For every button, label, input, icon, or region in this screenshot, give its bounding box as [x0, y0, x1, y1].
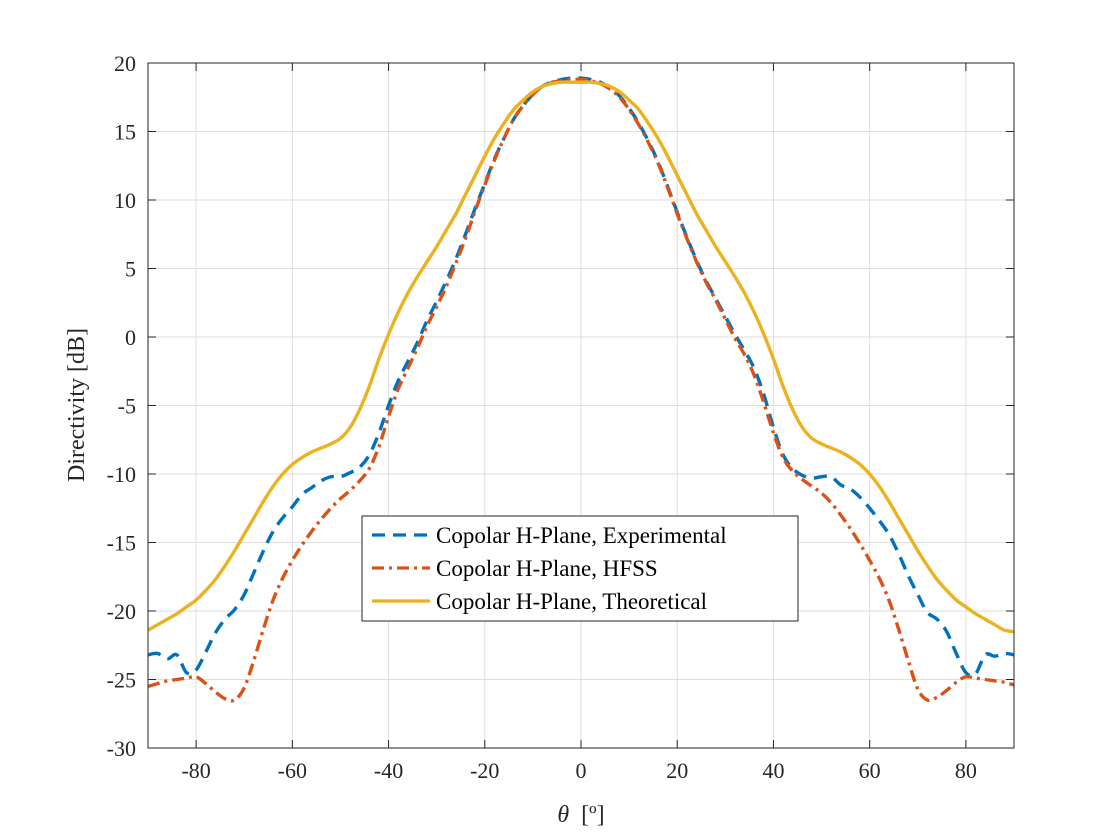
legend-label-theoretical: Copolar H-Plane, Theoretical: [436, 589, 707, 614]
y-tick-label: -20: [107, 599, 136, 624]
y-axis-label: Directivity [dB]: [64, 328, 90, 482]
y-tick-label: 20: [114, 51, 136, 76]
x-tick-label: -20: [470, 758, 499, 783]
x-tick-label: 80: [955, 758, 977, 783]
x-tick-label: 0: [576, 758, 587, 783]
y-tick-label: -15: [107, 531, 136, 556]
series-line-copolar-h-plane-hfss: [148, 77, 1014, 703]
x-axis-label: θ [º]: [557, 802, 604, 828]
y-tick-label: -5: [118, 394, 136, 419]
x-axis-ticks: -80 -60 -40 -20 0 20 40 60 80: [181, 63, 977, 783]
x-tick-label: -60: [278, 758, 307, 783]
x-tick-label: 20: [666, 758, 688, 783]
x-axis-label-unit: [º]: [581, 802, 604, 828]
y-tick-label: 0: [125, 325, 136, 350]
x-tick-label: -80: [181, 758, 210, 783]
x-tick-label: -40: [374, 758, 403, 783]
y-axis-ticks: 20 15 10 5 0 -5 -10 -15 -20 -25 -30: [107, 51, 1014, 761]
x-tick-label: 40: [762, 758, 784, 783]
legend-box: [361, 515, 799, 622]
x-axis-label-symbol: θ: [557, 802, 569, 828]
y-tick-label: -30: [107, 736, 136, 761]
y-tick-label: 15: [114, 120, 136, 145]
x-tick-label: 60: [859, 758, 881, 783]
y-tick-label: -25: [107, 668, 136, 693]
y-tick-label: 5: [125, 257, 136, 282]
y-tick-label: -10: [107, 462, 136, 487]
legend: Copolar H-Plane, Experimental Copolar H-…: [361, 515, 799, 622]
series-line-copolar-h-plane-theoretical: [148, 80, 1014, 634]
y-tick-label: 10: [114, 188, 136, 213]
legend-label-experimental: Copolar H-Plane, Experimental: [436, 523, 727, 548]
series-layer: [148, 76, 1014, 703]
legend-label-hfss: Copolar H-Plane, HFSS: [436, 556, 658, 581]
